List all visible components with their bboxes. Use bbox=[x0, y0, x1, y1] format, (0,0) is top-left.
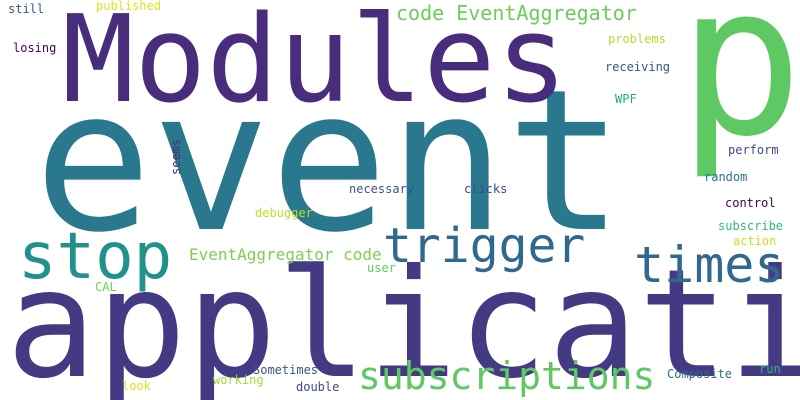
word-trigger: trigger bbox=[383, 218, 586, 274]
word-look: look bbox=[122, 379, 151, 393]
word-modules: Modules bbox=[62, 0, 568, 130]
word-stop: stop bbox=[18, 220, 173, 294]
word-application: application bbox=[6, 238, 800, 400]
word-problems: problems bbox=[608, 32, 666, 46]
word-control: control bbox=[725, 196, 776, 210]
word-working: working bbox=[213, 373, 264, 387]
word-sometimes: Sometimes bbox=[253, 363, 319, 377]
word-p: p bbox=[678, 0, 800, 183]
word-double: double bbox=[296, 380, 340, 394]
word-debugger: debugger bbox=[255, 206, 313, 220]
word-subscriptions: subscriptions bbox=[358, 354, 656, 398]
word-code-eventaggregator: code EventAggregator bbox=[396, 1, 637, 25]
word-seems: seems bbox=[169, 138, 183, 175]
word-run: run bbox=[759, 362, 781, 376]
word-necessary: necessary bbox=[349, 182, 415, 196]
word-perform: perform bbox=[728, 143, 779, 157]
word-eventaggregator-code: EventAggregator code bbox=[189, 245, 382, 264]
word-clicks: clicks bbox=[464, 182, 508, 196]
word-subscribe: subscribe bbox=[718, 219, 784, 233]
word-times: times bbox=[634, 236, 785, 294]
word-random: random bbox=[704, 170, 748, 184]
word-wpf: WPF bbox=[615, 92, 637, 106]
word-event: event bbox=[34, 48, 625, 276]
word-user: user bbox=[367, 261, 396, 275]
word-published: published bbox=[96, 0, 162, 13]
word-losing: losing bbox=[13, 41, 57, 55]
word-composite: Composite bbox=[667, 367, 733, 381]
word-action: action bbox=[733, 234, 777, 248]
word-receiving: receiving bbox=[605, 60, 671, 74]
word-cal: CAL bbox=[95, 280, 117, 294]
word-still: still bbox=[8, 2, 45, 16]
